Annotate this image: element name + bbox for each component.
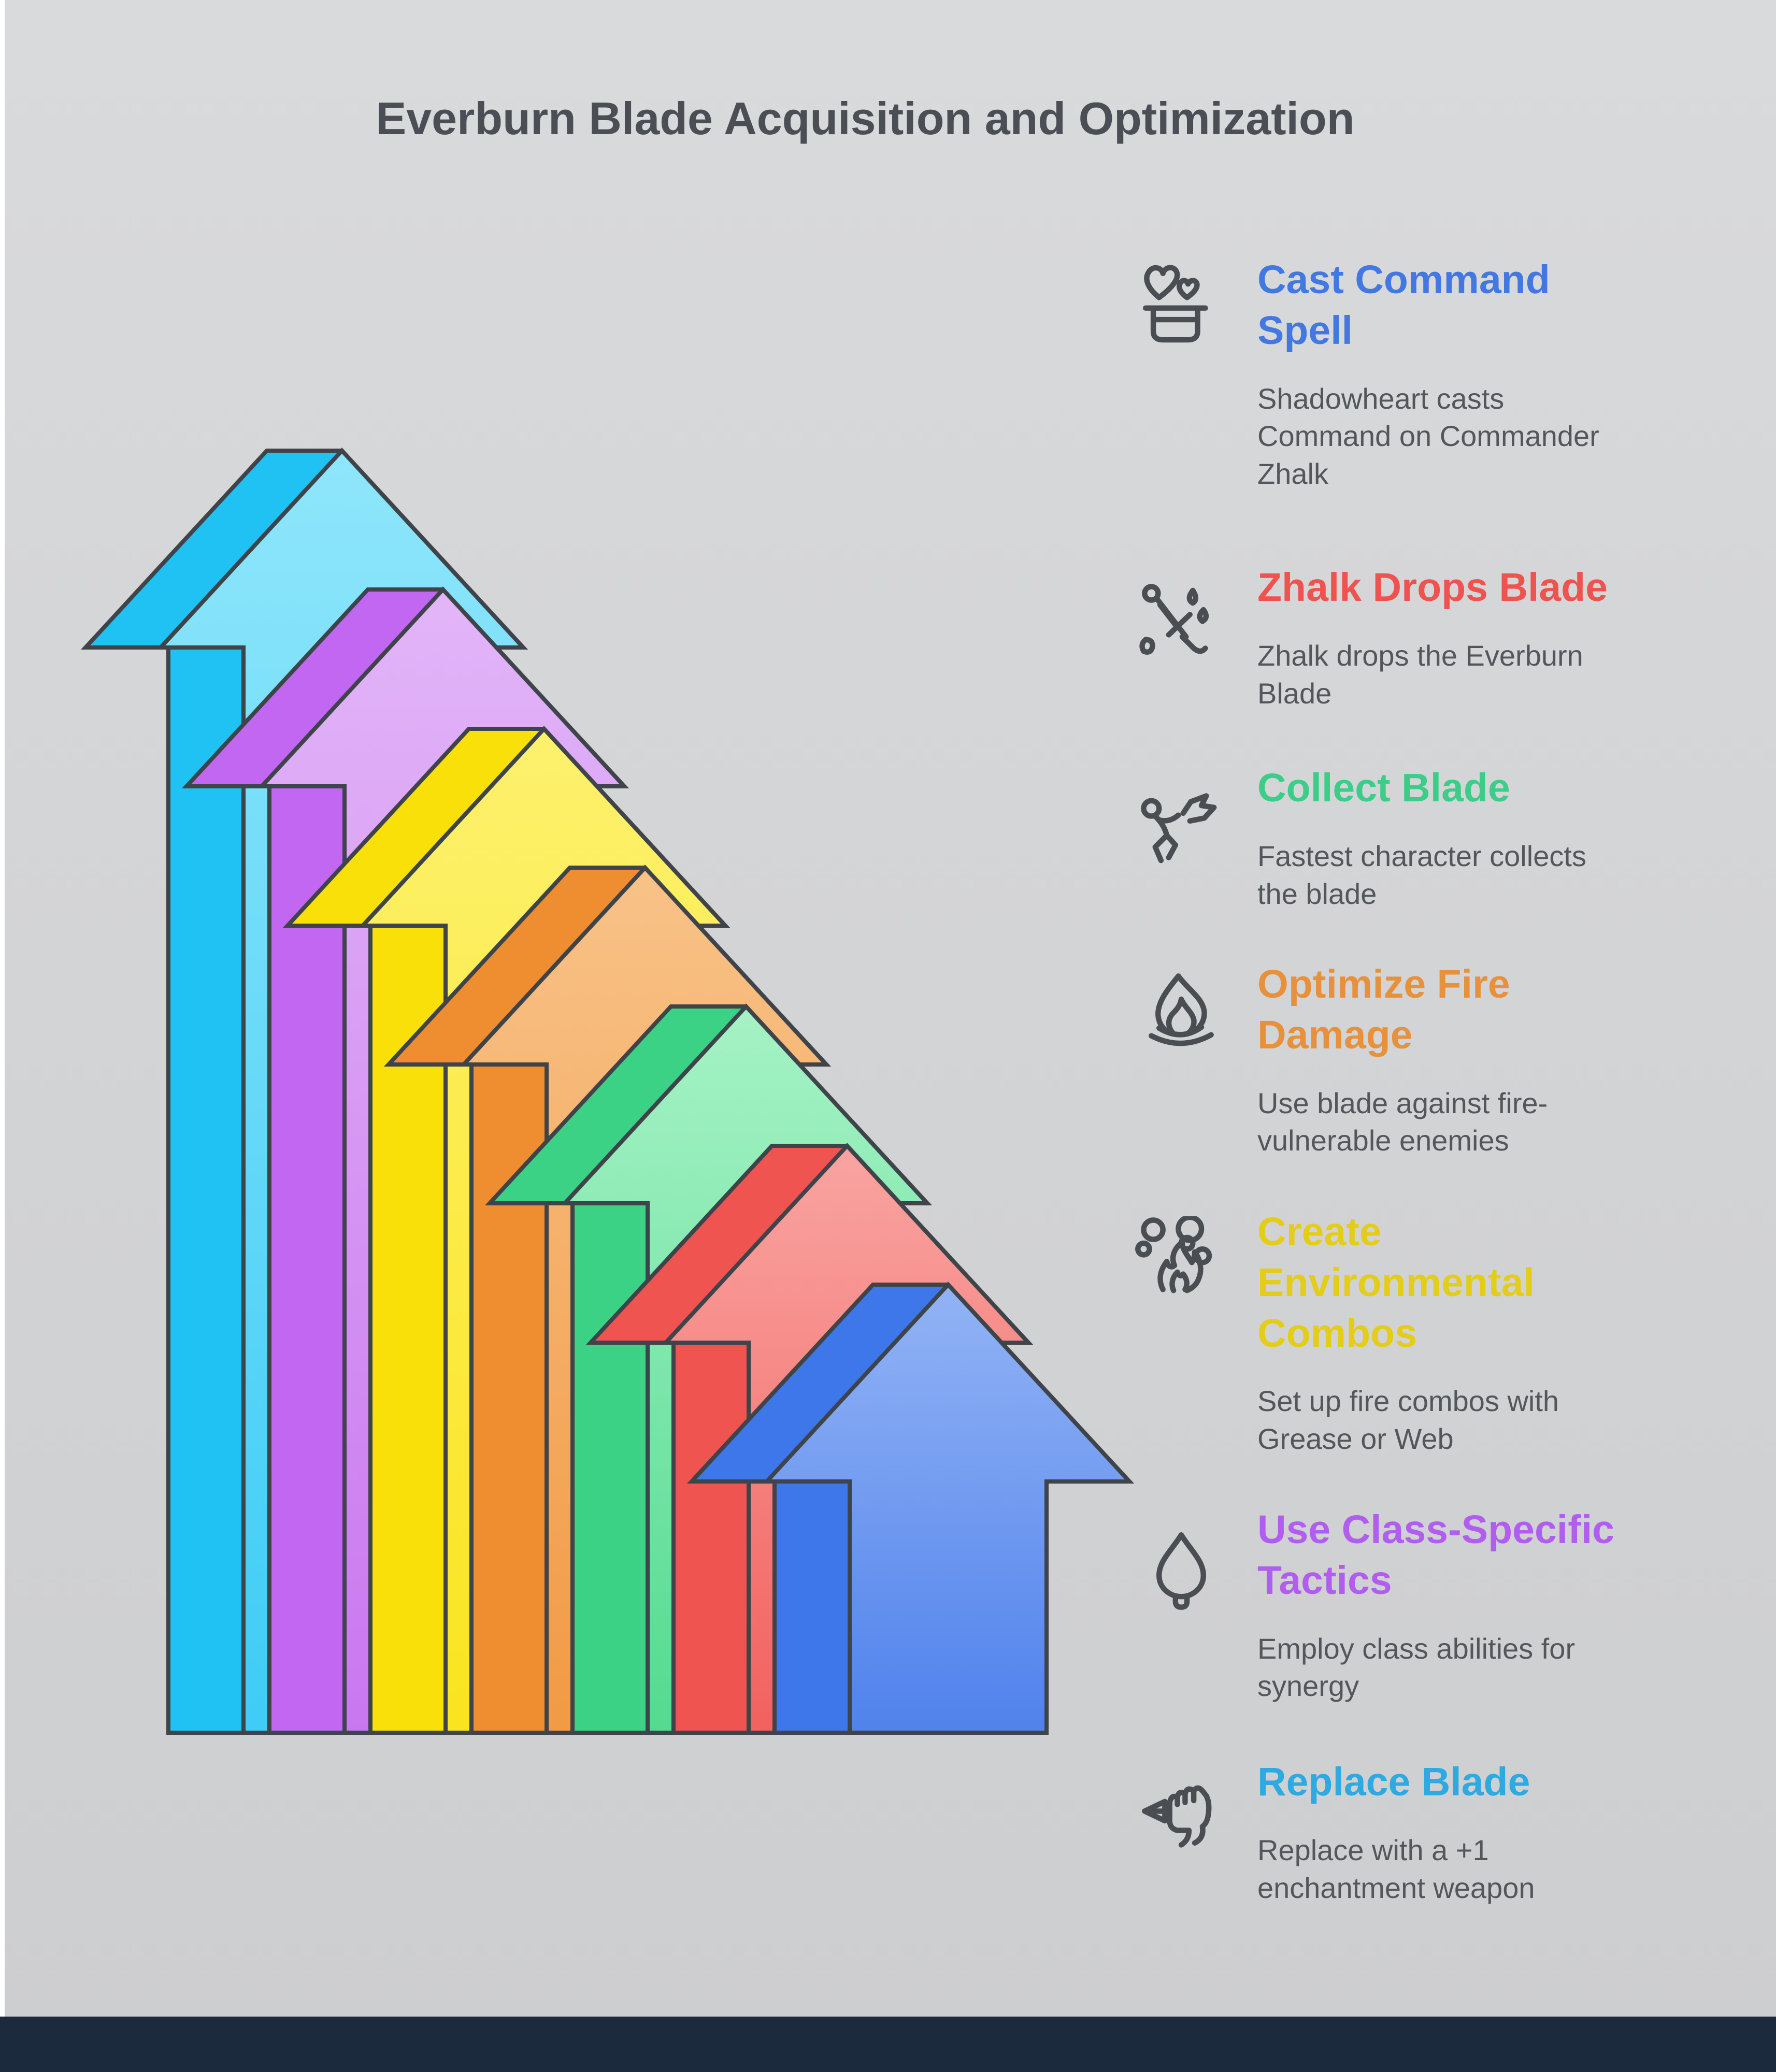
- step-texts: Optimize Fire Damage Use blade against f…: [1257, 959, 1776, 1160]
- step-use-class-specific-tactics: Use Class-Specific Tactics Employ class …: [1132, 1505, 1776, 1705]
- step-description: Shadowheart casts Command on Commander Z…: [1257, 382, 1599, 491]
- page-title: Everburn Blade Acquisition and Optimizat…: [376, 93, 1355, 144]
- step-description: Employ class abilities for synergy: [1257, 1632, 1576, 1703]
- step-texts: Cast Command Spell Shadowheart casts Com…: [1257, 255, 1776, 493]
- arrow-7-blue-front: [762, 1282, 1135, 1735]
- step-texts: Replace Blade Replace with a +1 enchantm…: [1257, 1757, 1776, 1907]
- step-collect-blade: Collect Blade Fastest character collects…: [1132, 763, 1776, 913]
- step-description: Fastest character collects the blade: [1257, 839, 1586, 910]
- step-description: Zhalk drops the Everburn Blade: [1257, 639, 1583, 710]
- running-person-icon: [1132, 779, 1230, 875]
- step-texts: Use Class-Specific Tactics Employ class …: [1257, 1505, 1776, 1705]
- fire-bubbles-icon: [1132, 1216, 1230, 1313]
- step-description: Use blade against fire- vulnerable enemi…: [1257, 1086, 1548, 1157]
- step-title: Optimize Fire Damage: [1257, 962, 1510, 1057]
- left-edge-border: [0, 0, 5, 2017]
- footer-bar: [0, 2017, 1776, 2072]
- step-title: Replace Blade: [1257, 1760, 1530, 1804]
- step-optimize-fire-damage: Optimize Fire Damage Use blade against f…: [1132, 959, 1776, 1160]
- step-title: Collect Blade: [1257, 766, 1510, 810]
- step-title: Cast Command Spell: [1257, 257, 1550, 353]
- step-zhalk-drops-blade: Zhalk Drops Blade Zhalk drops the Everbu…: [1132, 563, 1776, 712]
- step-create-environmental-combos: Create Environmental Combos Set up fire …: [1132, 1207, 1776, 1458]
- magic-hat-icon: [1132, 258, 1230, 354]
- fist-arrow-icon: [1132, 1773, 1230, 1869]
- spade-icon: [1132, 1522, 1230, 1619]
- step-cast-command-spell: Cast Command Spell Shadowheart casts Com…: [1132, 255, 1776, 493]
- step-texts: Create Environmental Combos Set up fire …: [1257, 1207, 1776, 1458]
- step-texts: Zhalk Drops Blade Zhalk drops the Everbu…: [1257, 563, 1776, 712]
- step-title: Zhalk Drops Blade: [1257, 565, 1608, 610]
- step-title: Create Environmental Combos: [1257, 1210, 1535, 1356]
- sword-drops-icon: [1132, 576, 1230, 672]
- step-description: Set up fire combos with Grease or Web: [1257, 1385, 1559, 1456]
- flame-icon: [1132, 965, 1230, 1061]
- step-replace-blade: Replace Blade Replace with a +1 enchantm…: [1132, 1757, 1776, 1907]
- step-texts: Collect Blade Fastest character collects…: [1257, 763, 1776, 913]
- step-description: Replace with a +1 enchantment weapon: [1257, 1833, 1535, 1904]
- step-title: Use Class-Specific Tactics: [1257, 1507, 1615, 1603]
